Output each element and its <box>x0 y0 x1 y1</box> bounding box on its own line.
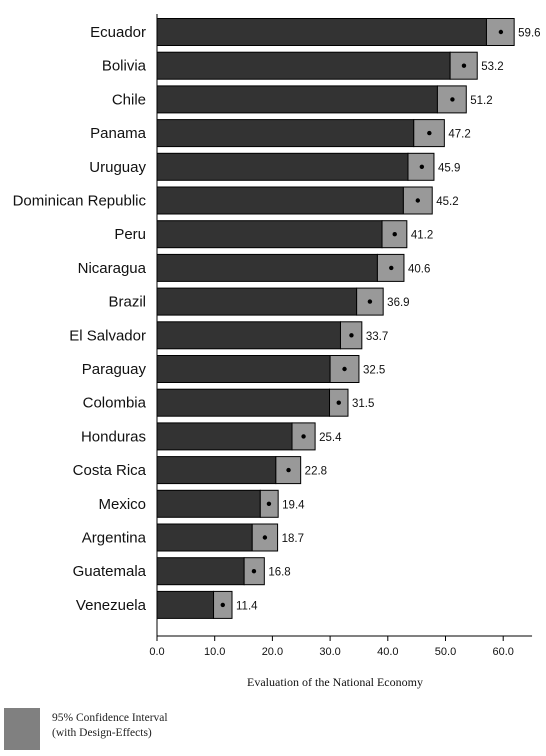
bar-el-salvador <box>156 321 341 350</box>
category-label: Ecuador <box>90 24 146 41</box>
bar-mexico <box>156 489 261 518</box>
value-label: 47.2 <box>448 129 470 141</box>
value-label: 41.2 <box>411 230 433 242</box>
bar-bolivia <box>156 51 451 80</box>
point-estimate-dot <box>262 535 268 540</box>
category-label: Paraguay <box>82 361 147 378</box>
category-label: El Salvador <box>69 327 146 344</box>
bar-brazil <box>156 287 358 316</box>
point-estimate-dot <box>461 63 467 68</box>
bar-chile <box>156 85 438 114</box>
point-estimate-dot <box>266 501 272 506</box>
category-label: Guatemala <box>73 563 147 580</box>
legend-line-1: 95% Confidence Interval <box>52 712 168 724</box>
x-tick-label: 60.0 <box>492 646 513 658</box>
value-label: 18.7 <box>282 533 304 545</box>
value-label: 33.7 <box>366 331 388 343</box>
category-label: Nicaragua <box>78 260 147 277</box>
category-label: Dominican Republic <box>13 193 147 210</box>
category-label: Honduras <box>81 428 146 445</box>
value-label: 45.2 <box>436 196 458 208</box>
value-label: 53.2 <box>481 61 503 73</box>
point-estimate-dot <box>336 400 341 405</box>
value-label: 45.9 <box>438 162 460 174</box>
value-label: 32.5 <box>363 365 385 377</box>
point-estimate-dot <box>498 29 504 35</box>
bar-costa-rica <box>156 456 277 485</box>
x-tick-label: 0.0 <box>149 646 164 658</box>
category-label: Argentina <box>82 530 147 547</box>
category-label: Bolivia <box>102 58 147 75</box>
value-label: 51.2 <box>470 95 492 107</box>
x-tick-label: 20.0 <box>262 646 283 658</box>
bar-paraguay <box>156 355 331 383</box>
category-label: Costa Rica <box>73 462 147 479</box>
x-tick-label: 10.0 <box>204 646 225 658</box>
legend-line-2: (with Design-Effects) <box>52 727 152 739</box>
category-label: Mexico <box>98 496 146 513</box>
bar-honduras <box>156 422 293 451</box>
bar-panama <box>156 119 415 148</box>
point-estimate-dot <box>367 299 373 304</box>
point-estimate-dot <box>415 198 421 203</box>
bar-uruguay <box>156 152 409 181</box>
bar-dominican-republic <box>156 186 404 215</box>
value-label: 19.4 <box>282 499 305 511</box>
point-estimate-dot <box>251 569 257 574</box>
x-axis-title: Evaluation of the National Economy <box>247 675 423 689</box>
point-estimate-dot <box>419 164 425 169</box>
x-tick-label: 40.0 <box>377 646 398 658</box>
category-label: Chile <box>112 91 146 108</box>
legend: 95% Confidence Interval (with Design-Eff… <box>52 711 168 741</box>
value-label: 31.5 <box>352 398 374 410</box>
category-label: Peru <box>114 226 146 243</box>
point-estimate-dot <box>389 265 394 271</box>
bar-peru <box>156 220 383 249</box>
category-label: Colombia <box>83 395 147 412</box>
point-estimate-dot <box>301 434 306 439</box>
value-label: 22.8 <box>305 466 327 478</box>
category-label: Panama <box>90 125 147 142</box>
x-tick-label: 30.0 <box>319 646 340 658</box>
value-label: 36.9 <box>387 297 409 309</box>
value-label: 40.6 <box>408 263 430 275</box>
bar-venezuela <box>156 590 215 619</box>
point-estimate-dot <box>427 130 432 136</box>
point-estimate-dot <box>450 97 455 102</box>
bar-argentina <box>156 523 253 552</box>
value-label: 16.8 <box>268 567 290 579</box>
point-estimate-dot <box>220 602 225 608</box>
point-estimate-dot <box>392 232 397 237</box>
category-label: Brazil <box>108 294 146 311</box>
point-estimate-dot <box>349 333 354 338</box>
category-label: Venezuela <box>76 597 147 614</box>
value-label: 59.6 <box>518 28 540 40</box>
bar-nicaragua <box>156 253 378 282</box>
ci-box-costa-rica <box>275 456 302 485</box>
bar-colombia <box>156 388 331 417</box>
bar-guatemala <box>156 557 245 586</box>
bar-chart: Ecuador 59.6 Bolivia 53.2 Chile 51.2 Panama 47.… <box>13 14 541 689</box>
point-estimate-dot <box>286 467 291 473</box>
value-label: 11.4 <box>236 600 258 612</box>
category-label: Uruguay <box>89 159 146 176</box>
legend-swatch <box>4 708 40 750</box>
value-label: 25.4 <box>319 432 342 444</box>
x-tick-label: 50.0 <box>435 646 456 658</box>
bar-ecuador <box>156 18 487 46</box>
point-estimate-dot <box>342 366 347 372</box>
